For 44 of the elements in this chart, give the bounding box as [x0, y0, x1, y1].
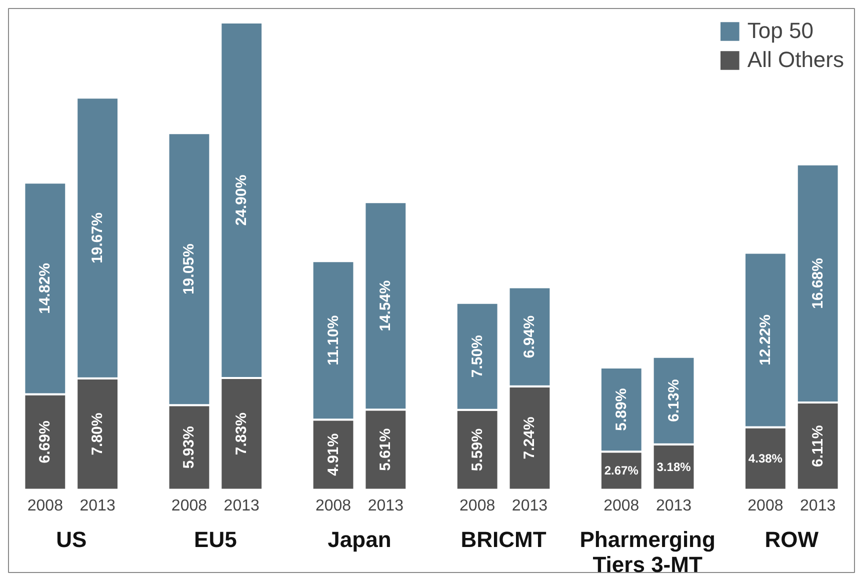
data-label: 2.67%	[604, 464, 639, 478]
data-label: 4.38%	[748, 451, 783, 466]
data-label: 7.24%	[521, 416, 538, 460]
data-label: 24.90%	[233, 174, 250, 226]
data-label: 5.89%	[612, 388, 630, 431]
data-label: 7.83%	[233, 412, 250, 456]
text: BRICMT	[460, 526, 547, 552]
x-tick-label: 2013	[80, 497, 116, 514]
x-tick-label: 2008	[460, 497, 496, 514]
data-label: 14.54%	[377, 280, 394, 332]
data-label: 5.93%	[180, 426, 198, 469]
x-tick-label: 2013	[368, 497, 404, 514]
data-label: 5.59%	[468, 428, 486, 472]
data-label: 6.13%	[665, 379, 682, 422]
legend-label: Top 50	[747, 18, 814, 44]
data-label: 5.61%	[377, 428, 394, 471]
data-label: 12.22%	[756, 314, 774, 366]
x-tick-label: 2013	[800, 497, 836, 514]
x-tick-label: 2008	[171, 497, 208, 514]
text: ROW	[764, 526, 819, 552]
x-tick-label: 2013	[656, 497, 692, 514]
data-label: 6.11%	[809, 425, 826, 467]
data-label: 19.67%	[89, 212, 106, 264]
x-tick-label: 2013	[224, 497, 260, 514]
text: Japan	[328, 526, 392, 552]
x-tick-label: 2008	[27, 497, 64, 514]
data-label: 14.82%	[36, 263, 54, 314]
legend-label: All Others	[747, 47, 844, 73]
data-label: 6.69%	[36, 420, 54, 464]
x-tick-label: 2008	[748, 497, 784, 514]
text: EU5	[194, 526, 237, 552]
x-tick-label: 2008	[315, 497, 352, 514]
x-tick-label: 2013	[512, 497, 548, 514]
x-tick-label: 2008	[604, 497, 640, 514]
text: US	[56, 526, 87, 552]
text: Pharmerging Tiers 3-MT	[580, 526, 716, 577]
data-label: 4.91%	[324, 433, 342, 476]
data-label: 3.18%	[656, 460, 692, 474]
data-label: 6.94%	[521, 316, 538, 358]
data-label: 7.50%	[468, 335, 486, 378]
data-label: 19.05%	[180, 244, 198, 295]
data-label: 7.80%	[89, 412, 106, 456]
data-label: 16.68%	[809, 258, 826, 309]
data-label: 11.10%	[324, 315, 342, 366]
